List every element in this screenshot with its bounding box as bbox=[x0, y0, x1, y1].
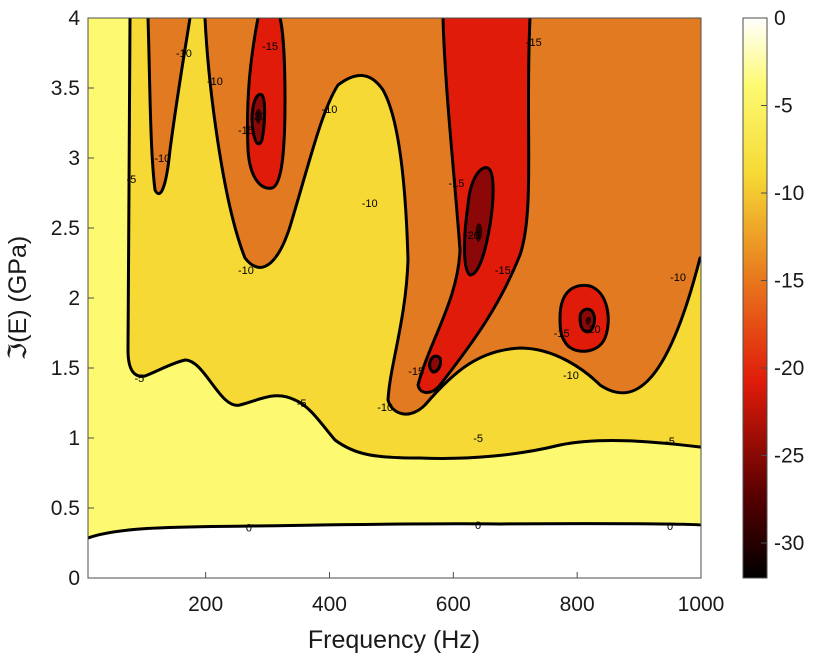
contour-label: -15 bbox=[448, 178, 464, 190]
contour-label: -10 bbox=[377, 402, 393, 414]
colorbar-ticks: 0 -5 -10 -15 -20 -25 -30 bbox=[761, 7, 804, 555]
y-tick-label: 3.5 bbox=[51, 77, 80, 100]
contour-label: -10 bbox=[207, 76, 223, 88]
contour-line-minus20-c bbox=[578, 307, 597, 334]
contour-label: -10 bbox=[362, 198, 378, 210]
contour-labels: 0 0 0 -5 -5 -5 -5 -5 -10 -10 -10 -10 -10 -10 -10 -10 -10… bbox=[126, 37, 686, 535]
contour-label: -10 bbox=[154, 153, 170, 165]
x-tick-label: 600 bbox=[436, 593, 471, 616]
contour-lines bbox=[88, 18, 701, 540]
contour-label: -15 bbox=[262, 41, 278, 53]
x-axis-label: Frequency (Hz) bbox=[308, 626, 480, 654]
contour-label: -10 bbox=[670, 272, 686, 284]
y-tick-label: 4 bbox=[68, 7, 80, 30]
y-axis: 0 0.5 1 1.5 2 2.5 3 3.5 4 bbox=[51, 7, 94, 590]
contour-label: 0 bbox=[475, 520, 481, 532]
contour-label: -10 bbox=[322, 104, 338, 116]
y-tick-label: 3 bbox=[68, 147, 80, 170]
y-tick-label: 0.5 bbox=[51, 497, 80, 520]
x-tick-label: 200 bbox=[188, 593, 223, 616]
y-tick-label: 2.5 bbox=[51, 217, 80, 240]
contour-label: 0 bbox=[246, 523, 252, 535]
contour-label: -15 bbox=[526, 37, 542, 49]
contour-line-minus20-b bbox=[462, 166, 495, 277]
contour-label: -20 bbox=[250, 111, 266, 123]
contour-label: -10 bbox=[563, 370, 579, 382]
contour-label: 0 bbox=[667, 521, 673, 533]
contour-fills bbox=[88, 18, 701, 578]
x-tick-label: 1000 bbox=[678, 593, 725, 616]
contour-label: -10 bbox=[238, 265, 254, 277]
contour-label: -5 bbox=[473, 433, 483, 445]
contour-label: -15 bbox=[495, 265, 511, 277]
contour-label: -15 bbox=[408, 366, 424, 378]
contour-line-minus15-c bbox=[558, 283, 610, 353]
contour-line-minus10-main bbox=[203, 18, 701, 416]
contour-line-minus15-a bbox=[245, 18, 287, 190]
contour-label: -5 bbox=[135, 373, 145, 385]
contour-line-0 bbox=[88, 522, 701, 540]
contour-label: -15 bbox=[238, 125, 254, 137]
contour-line-minus15-b bbox=[416, 18, 532, 394]
contour-label: -15 bbox=[554, 328, 570, 340]
contour-label: -5 bbox=[665, 436, 675, 448]
colorbar-tick-label: 0 bbox=[774, 7, 786, 30]
colorbar-tick-label: -15 bbox=[774, 270, 804, 293]
region-minus15-to-minus20 bbox=[247, 18, 609, 393]
x-tick-label: 800 bbox=[560, 593, 595, 616]
x-axis: 200 400 600 800 1000 bbox=[188, 572, 724, 616]
colorbar-tick-label: -5 bbox=[774, 95, 793, 118]
y-tick-label: 0 bbox=[68, 567, 80, 590]
contour-label: -20 bbox=[464, 230, 480, 242]
colorbar bbox=[742, 17, 768, 579]
contour-label: -5 bbox=[297, 398, 307, 410]
contour-line-minus20-a bbox=[250, 92, 267, 146]
contour-label: -10 bbox=[176, 48, 192, 60]
contour-label: -20 bbox=[585, 324, 601, 336]
colorbar-tick-label: -30 bbox=[774, 532, 804, 555]
y-tick-label: 2 bbox=[68, 287, 80, 310]
contour-line-minus5 bbox=[126, 18, 701, 460]
y-axis-label: ℑ(E) (GPa) bbox=[4, 236, 32, 360]
contour-line-minus10-left bbox=[146, 18, 192, 196]
contour-line-minus20-d bbox=[428, 354, 442, 374]
x-tick-label: 400 bbox=[312, 593, 347, 616]
y-tick-label: 1.5 bbox=[51, 357, 80, 380]
contour-label: -5 bbox=[126, 174, 136, 186]
colorbar-tick-label: -25 bbox=[774, 445, 804, 468]
y-tick-label: 1 bbox=[68, 427, 80, 450]
colorbar-tick-label: -10 bbox=[774, 182, 804, 205]
colorbar-tick-label: -20 bbox=[774, 357, 804, 380]
